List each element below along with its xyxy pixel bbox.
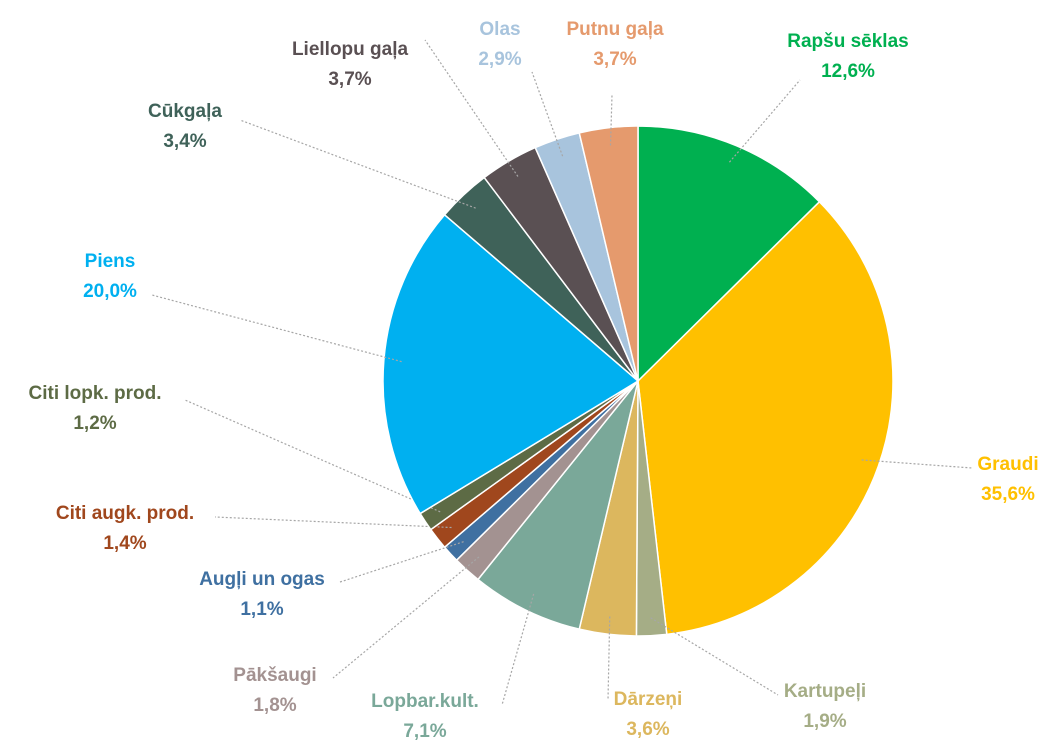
- leader-line: [151, 294, 402, 363]
- slice-value-label: 1,1%: [240, 599, 283, 620]
- leader-line: [609, 94, 613, 146]
- leader-line: [861, 459, 973, 469]
- pie-slice: [578, 125, 639, 382]
- leader-line: [607, 616, 611, 701]
- slice-label: Citi lopk. prod.: [29, 383, 162, 404]
- slice-value-label: 35,6%: [981, 484, 1035, 505]
- slice-label: Rapšu sēklas: [787, 31, 908, 52]
- pie-slice: [637, 125, 821, 383]
- leader-line: [239, 119, 476, 209]
- leader-line: [214, 516, 452, 529]
- leader-line: [332, 556, 480, 679]
- slice-value-label: 3,4%: [163, 131, 206, 152]
- slice-value-label: 2,9%: [478, 49, 521, 70]
- slice-value-label: 12,6%: [821, 61, 875, 82]
- slice-value-label: 1,4%: [103, 533, 146, 554]
- slice-value-label: 1,9%: [803, 711, 846, 732]
- slice-value-label: 1,8%: [253, 695, 296, 716]
- slice-value-label: 3,7%: [328, 69, 371, 90]
- slice-label: Lopbar.kult.: [371, 691, 479, 712]
- slice-value-label: 20,0%: [83, 281, 137, 302]
- leader-line: [728, 79, 801, 163]
- leader-line: [531, 71, 564, 157]
- slice-label: Kartupeļi: [784, 681, 866, 702]
- pie-slice: [382, 213, 640, 515]
- slice-label: Citi augk. prod.: [56, 503, 194, 524]
- slice-value-label: 3,6%: [626, 719, 669, 740]
- slice-value-label: 7,1%: [403, 721, 446, 742]
- leader-line: [184, 399, 441, 513]
- leader-line: [424, 39, 519, 177]
- slice-label: Putnu gaļa: [566, 19, 664, 40]
- slice-label: Cūkgaļa: [148, 101, 222, 122]
- slice-label: Pākšaugi: [233, 665, 316, 686]
- slice-label: Graudi: [977, 454, 1038, 475]
- slice-label: Piens: [85, 251, 136, 272]
- leader-line: [339, 541, 464, 583]
- slice-label: Olas: [479, 19, 520, 40]
- leader-line: [501, 593, 535, 706]
- slice-label: Liellopu gaļa: [292, 39, 409, 60]
- pie-slice: [476, 380, 639, 631]
- pie-slice: [637, 200, 894, 636]
- slice-value-label: 3,7%: [593, 49, 636, 70]
- slice-label: Dārzeņi: [614, 689, 683, 710]
- leader-line: [650, 617, 779, 696]
- slice-value-label: 1,2%: [73, 413, 116, 434]
- slice-label: Augļi un ogas: [199, 569, 325, 590]
